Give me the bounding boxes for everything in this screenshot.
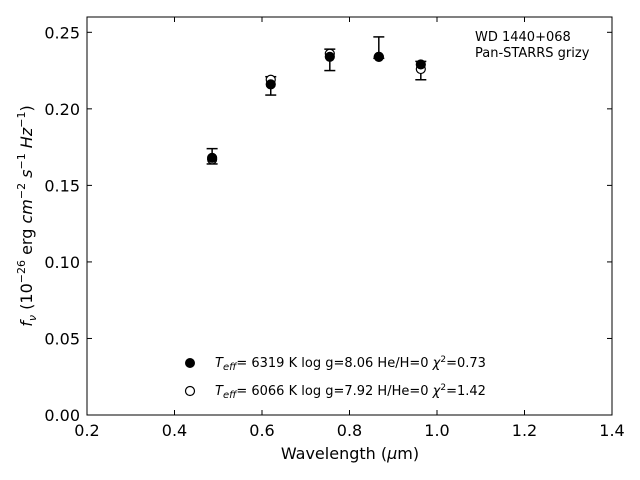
legend-marker-filled [185,358,195,368]
data-markers [207,48,426,165]
annotation-line-1: WD 1440+068 [475,30,571,45]
marker-filled [415,59,426,70]
legend-chi-2: =1.42 [446,384,486,399]
marker-filled [207,152,218,163]
x-tick-label: 1.2 [512,421,537,440]
legend: Teff= 6319 K log g=8.06 He/H=0 χ2=0.73 T… [184,355,486,401]
y-tick-label: 0.15 [44,176,80,195]
x-tick-label: 0.8 [337,421,362,440]
x-tick-label: 0.4 [162,421,187,440]
y-tick-label: 0.10 [44,253,80,272]
y-axis-label: fν (10−26 erg cm−2 s−1 Hz−1) [15,105,39,326]
y-tick-label: 0.05 [44,329,80,348]
legend-teff-2: 6066 K [251,384,297,399]
annotation-line-2: Pan-STARRS grizy [475,46,590,61]
legend-chi-1: =0.73 [446,356,486,371]
y-tick-label: 0.20 [44,100,80,119]
legend-entry-1: Teff= 6319 K log g=8.06 He/H=0 χ2=0.73 [215,355,486,373]
legend-marker-open [184,385,196,397]
axis-ticks: 0.2 0.4 0.6 0.8 1.0 1.2 1.4 0.00 0.05 0.10 0.15 0.2… [44,17,625,440]
annotation: WD 1440+068 Pan-STARRS grizy [475,30,590,61]
error-bars [206,36,427,165]
x-axis-label: Wavelength (μm) [281,444,419,463]
marker-filled [265,79,276,90]
y-tick-label: 0.00 [44,406,80,425]
legend-teff-1: 6319 K [251,356,297,371]
y-tick-label: 0.25 [44,23,80,42]
legend-entry-2: Teff= 6066 K log g=7.92 H/He=0 χ2=1.42 [215,383,486,401]
svg-text:fν (10−26 erg cm−2 s−1 Hz−1): fν (10−26 erg cm−2 s−1 Hz−1) [15,105,39,326]
x-tick-label: 1.4 [599,421,624,440]
marker-filled [324,51,335,62]
x-tick-label: 0.6 [249,421,274,440]
x-tick-label: 1.0 [424,421,449,440]
marker-filled [373,51,384,62]
x-tick-label: 0.2 [74,421,99,440]
legend-params-2: log g=7.92 H/He=0 [301,384,428,399]
legend-params-1: log g=8.06 He/H=0 [301,356,428,371]
